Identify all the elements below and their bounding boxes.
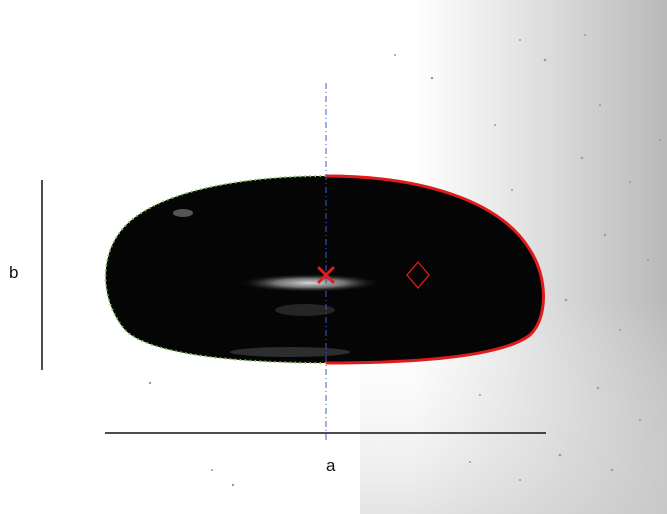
edge-points-left: [104, 175, 327, 364]
dimension-label-a: a: [326, 456, 336, 475]
droplet-inner-streak: [275, 304, 335, 316]
droplet-bottom-highlight: [230, 347, 350, 357]
fitted-contour-right: [325, 174, 545, 365]
droplet-body: [105, 176, 544, 363]
diamond-icon: [406, 260, 430, 290]
dimension-label-b: b: [9, 263, 19, 282]
droplet-inner-reflection: [240, 274, 380, 292]
droplet-top-highlight: [173, 209, 193, 217]
x-mark-icon: [317, 266, 335, 284]
background-speckles: [148, 34, 661, 487]
